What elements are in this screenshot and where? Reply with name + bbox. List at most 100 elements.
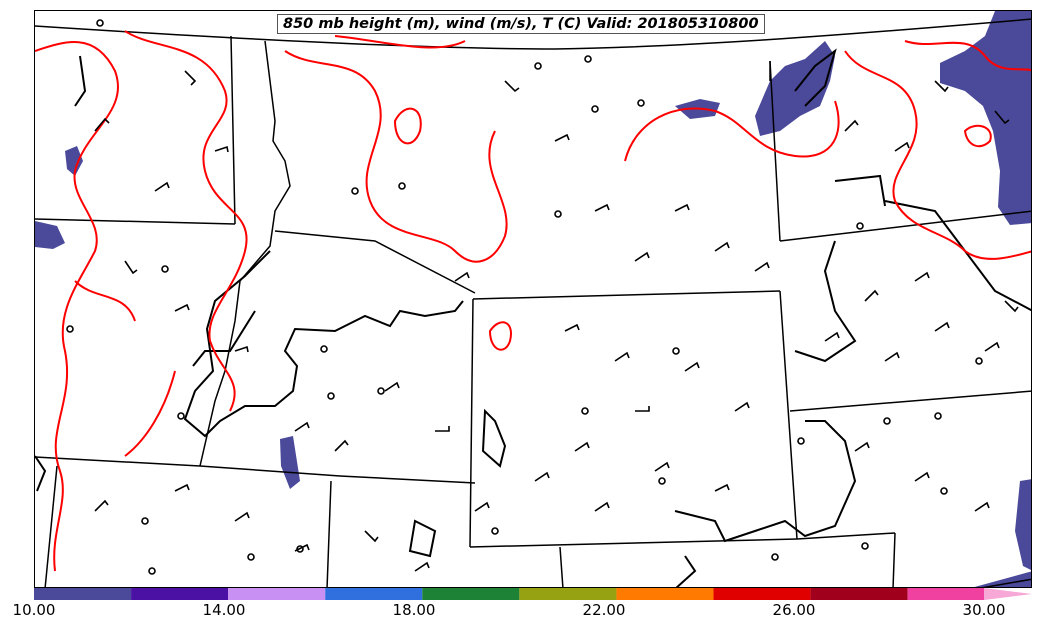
boundary-mt-idaho xyxy=(199,40,291,467)
boundary-co-south xyxy=(469,538,798,548)
calm-marker xyxy=(856,222,864,230)
wind-barb xyxy=(914,271,930,282)
colorbar-tick-label: 26.00 xyxy=(772,601,816,619)
height-contour-8 xyxy=(408,519,437,558)
boundary-ut-nv xyxy=(44,465,58,587)
calm-marker xyxy=(637,99,645,107)
wind-barb xyxy=(454,271,470,282)
boundary-wy-west xyxy=(469,298,474,548)
calm-marker xyxy=(66,325,74,333)
calm-marker xyxy=(534,62,542,70)
wind-barb xyxy=(634,251,650,262)
colorbar-bin xyxy=(34,588,132,600)
calm-marker xyxy=(177,412,185,420)
height-contour-4 xyxy=(674,420,857,543)
height-contour-5 xyxy=(794,240,857,363)
colorbar-bins xyxy=(34,588,984,600)
wind-barb xyxy=(294,421,310,432)
colorbar-bin xyxy=(519,588,617,600)
wind-barb xyxy=(714,241,730,252)
colorbar-tick-label: 30.00 xyxy=(962,601,1006,619)
wind-barb xyxy=(594,203,610,212)
wind-barb xyxy=(984,341,1000,352)
wind-barb xyxy=(934,321,950,332)
calm-marker xyxy=(975,357,983,365)
boundary-mt-wy xyxy=(274,230,476,294)
wind-barb xyxy=(94,499,109,512)
wind-barb xyxy=(844,119,859,132)
state-boundaries xyxy=(35,18,1031,587)
temp-contour-9 xyxy=(124,370,176,457)
calm-marker xyxy=(797,437,805,445)
shaded-region-w xyxy=(65,146,83,176)
wind-barb xyxy=(684,361,700,372)
calm-marker xyxy=(554,210,562,218)
height-contour-12 xyxy=(74,55,87,107)
temp-contour-6 xyxy=(844,50,1031,260)
boundary-ks xyxy=(892,532,896,587)
height-contour-11 xyxy=(35,455,47,492)
colorbar-tick-label: 10.00 xyxy=(12,601,56,619)
calm-marker xyxy=(491,527,499,535)
boundary-nd-sd xyxy=(779,210,1031,242)
temp-contour-4 xyxy=(334,35,466,49)
colorbar-tick-label: 22.00 xyxy=(582,601,626,619)
calm-marker xyxy=(658,477,666,485)
wind-barb xyxy=(654,461,670,472)
boundary-wa-id xyxy=(35,218,236,225)
calm-marker xyxy=(672,347,680,355)
calm-wind-markers xyxy=(66,19,983,575)
wind-barb xyxy=(234,345,249,353)
wind-barb xyxy=(1004,300,1019,313)
wind-barb xyxy=(974,501,990,512)
boundary-az xyxy=(559,546,564,587)
height-contour-3 xyxy=(481,408,507,468)
wind-barb xyxy=(614,351,630,362)
wind-barb xyxy=(435,426,450,432)
wind-barb xyxy=(364,530,379,543)
wind-barb xyxy=(334,439,349,452)
wind-barb xyxy=(214,145,229,153)
map-panel xyxy=(34,10,1032,588)
calm-marker xyxy=(148,567,156,575)
height-contour-2 xyxy=(192,310,256,367)
map-title: 850 mb height (m), wind (m/s), T (C) Val… xyxy=(277,14,765,34)
calm-marker xyxy=(771,553,779,561)
height-contours xyxy=(35,48,1031,587)
shaded-region-ne xyxy=(940,11,1031,225)
calm-marker xyxy=(398,182,406,190)
temp-contour-7 xyxy=(904,40,1031,72)
wind-barb xyxy=(384,381,400,392)
wind-barb xyxy=(174,303,190,312)
shaded-region-nw xyxy=(35,221,65,249)
wind-barb xyxy=(124,260,138,275)
wind-barb xyxy=(474,501,490,512)
wind-barb xyxy=(594,501,610,512)
wind-barb xyxy=(934,80,949,93)
wind-barb xyxy=(554,133,570,142)
shaded-region-se2 xyxy=(974,571,1031,587)
wind-barb xyxy=(564,323,580,332)
colorbar xyxy=(34,588,1032,600)
wind-barb xyxy=(914,471,930,482)
temp-contour-2 xyxy=(124,30,248,412)
calm-marker xyxy=(934,412,942,420)
calm-marker xyxy=(591,105,599,113)
temp-contour-1 xyxy=(35,41,119,572)
colorbar-bin xyxy=(422,588,520,600)
wind-barbs xyxy=(94,70,1019,572)
shaded-region-n xyxy=(755,41,835,136)
colorbar-bin xyxy=(325,588,423,600)
boundary-ne-ks xyxy=(796,532,896,540)
temp-contour-5 xyxy=(624,100,840,162)
boundary-wy-co xyxy=(472,290,781,300)
wind-barb xyxy=(534,471,550,482)
map-canvas xyxy=(35,11,1031,587)
colorbar-bin xyxy=(907,588,984,600)
calm-marker xyxy=(861,542,869,550)
height-contour-1 xyxy=(183,250,464,438)
wind-barb xyxy=(864,289,879,302)
calm-marker xyxy=(351,187,359,195)
boundary-or-nv xyxy=(35,456,476,484)
temp-contour-8 xyxy=(488,321,512,351)
